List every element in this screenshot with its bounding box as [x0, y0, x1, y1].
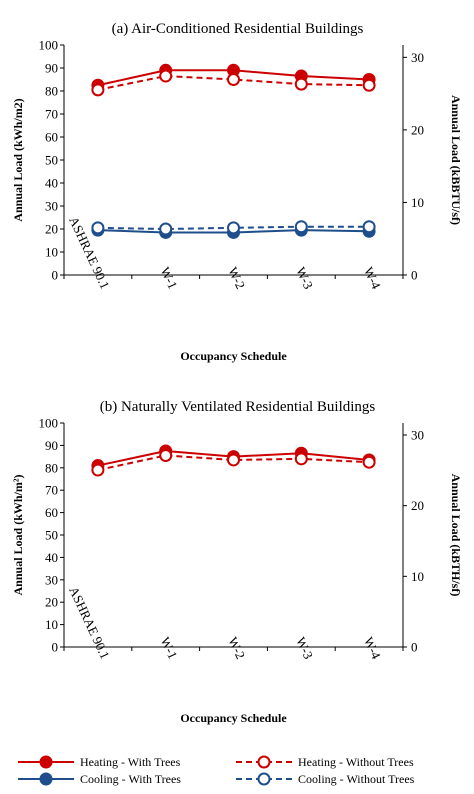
data-point	[294, 452, 308, 466]
data-point	[227, 73, 240, 86]
data-point	[91, 83, 105, 97]
legend-marker	[39, 772, 53, 786]
data-point	[159, 222, 173, 236]
x-tick-label: W-1	[158, 635, 181, 662]
legend-item: Cooling - With Trees	[18, 772, 181, 786]
data-point	[227, 453, 240, 467]
y-tick-label: 20	[45, 595, 58, 610]
x-axis-label: Occupancy Schedule	[180, 349, 287, 363]
y-axis-label: Annual Load (kWh/m²)	[11, 475, 25, 596]
data-point	[294, 220, 308, 234]
legend-label: Cooling - With Trees	[80, 772, 181, 786]
chart-naturally-ventilated: (b) Naturally Ventilated Residential Bui…	[11, 399, 463, 725]
y-tick-label: 10	[45, 617, 58, 632]
y-tick-label: 40	[45, 176, 58, 191]
legend-marker	[257, 772, 271, 786]
data-point	[91, 463, 105, 477]
y-tick-label: 10	[45, 245, 58, 260]
y2-tick-label: 10	[411, 569, 424, 584]
y2-tick-label: 10	[411, 195, 424, 210]
legend-item: Cooling - Without Trees	[236, 772, 415, 786]
y-tick-label: 60	[45, 505, 58, 520]
y-tick-label: 60	[45, 130, 58, 145]
data-point	[159, 448, 173, 462]
legend-label: Cooling - Without Trees	[298, 772, 415, 786]
y-tick-label: 100	[39, 38, 59, 53]
y-tick-label: 80	[45, 84, 58, 99]
y-tick-label: 0	[52, 640, 59, 655]
data-point	[91, 221, 105, 235]
legend-item: Heating - Without Trees	[236, 755, 414, 769]
y2-tick-label: 0	[411, 268, 418, 283]
legend-label: Heating - With Trees	[80, 755, 181, 769]
x-tick-label: ASHRAE 90.1	[66, 214, 113, 291]
y-tick-label: 100	[39, 416, 59, 431]
data-point	[362, 455, 376, 469]
chart-title: (b) Naturally Ventilated Residential Bui…	[100, 399, 376, 415]
x-tick-label: W-2	[225, 635, 248, 662]
y2-tick-label: 30	[411, 50, 424, 65]
x-tick-label: W-3	[293, 265, 316, 292]
data-point	[227, 221, 240, 235]
legend-item: Heating - With Trees	[18, 755, 181, 769]
y-tick-label: 70	[45, 107, 58, 122]
data-point	[362, 78, 376, 92]
y2-axis-label: Annual Load (kBTH/sf)	[449, 474, 463, 597]
y2-tick-label: 20	[411, 122, 424, 137]
y-tick-label: 20	[45, 222, 58, 237]
y-tick-label: 40	[45, 550, 58, 565]
x-tick-label: W-1	[158, 265, 181, 292]
data-point	[362, 220, 376, 234]
y-axis-label: Annual Load (kWh/m2)	[11, 98, 25, 221]
legend-label: Heating - Without Trees	[298, 755, 414, 769]
y-tick-label: 90	[45, 438, 58, 453]
y-tick-label: 50	[45, 528, 58, 543]
x-tick-label: ASHRAE 90.1	[66, 584, 113, 661]
y-tick-label: 80	[45, 460, 58, 475]
y2-tick-label: 0	[411, 640, 418, 655]
y2-axis-label: Annual Load (kBBTU/sf)	[449, 95, 463, 225]
x-tick-label: W-3	[293, 635, 316, 662]
chart-air-conditioned: (a) Air-Conditioned Residential Building…	[11, 21, 463, 363]
legend-marker	[39, 755, 53, 769]
legend: Heating - With Trees Heating - Without Tr…	[18, 755, 415, 786]
data-point	[294, 77, 308, 91]
y2-tick-label: 30	[411, 428, 424, 443]
y-tick-label: 0	[52, 268, 59, 283]
y-tick-label: 90	[45, 61, 58, 76]
x-axis-label: Occupancy Schedule	[180, 711, 287, 725]
x-tick-label: W-4	[361, 265, 384, 292]
data-point	[159, 69, 173, 83]
legend-marker	[257, 755, 271, 769]
y-tick-label: 30	[45, 199, 58, 214]
y2-tick-label: 20	[411, 498, 424, 513]
y-tick-label: 50	[45, 153, 58, 168]
chart-title: (a) Air-Conditioned Residential Building…	[112, 21, 364, 37]
y-tick-label: 30	[45, 572, 58, 587]
y-tick-label: 70	[45, 483, 58, 498]
x-tick-label: W-2	[225, 265, 248, 292]
x-tick-label: W-4	[361, 635, 384, 662]
